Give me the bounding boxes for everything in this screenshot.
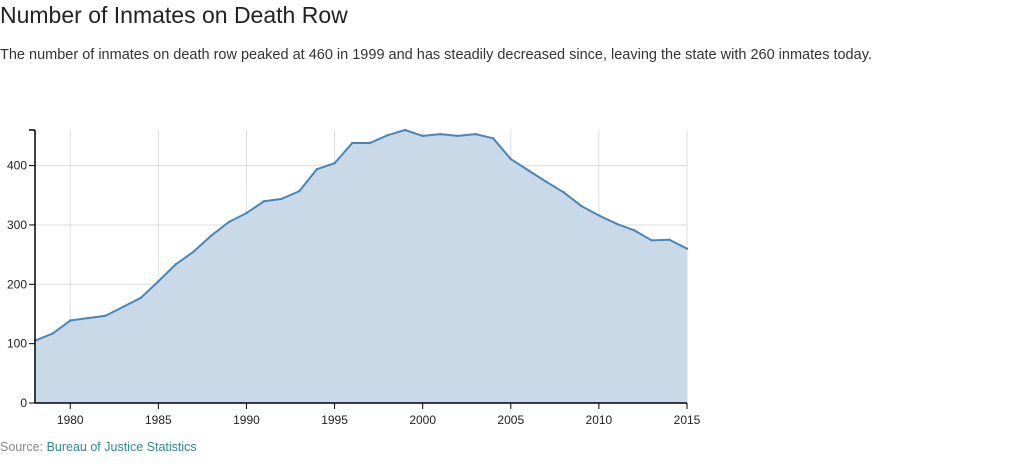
data-point bbox=[527, 169, 530, 172]
y-tick-label: 0 bbox=[20, 396, 27, 410]
y-tick-label: 300 bbox=[7, 218, 27, 232]
data-point bbox=[368, 141, 372, 145]
y-tick-label: 100 bbox=[7, 337, 27, 351]
data-point bbox=[386, 134, 389, 137]
data-point bbox=[668, 238, 671, 241]
data-point bbox=[562, 191, 565, 194]
x-tick-label: 2000 bbox=[409, 413, 436, 427]
data-point bbox=[51, 332, 54, 335]
x-tick-label: 2010 bbox=[586, 413, 613, 427]
data-point bbox=[121, 305, 125, 309]
data-point bbox=[104, 314, 107, 317]
data-point bbox=[580, 204, 583, 208]
data-point bbox=[280, 197, 283, 201]
x-tick-label: 1995 bbox=[321, 413, 348, 427]
x-tick-label: 2015 bbox=[674, 413, 701, 427]
data-point bbox=[474, 132, 477, 136]
data-point bbox=[632, 229, 636, 232]
source-note: Source: Bureau of Justice Statistics bbox=[0, 440, 197, 454]
x-tick-label: 1980 bbox=[57, 413, 84, 427]
data-point bbox=[139, 296, 142, 300]
source-label: Source: bbox=[0, 440, 44, 454]
data-point bbox=[210, 234, 213, 237]
data-point bbox=[298, 189, 301, 193]
data-area bbox=[35, 130, 687, 403]
y-tick-label: 200 bbox=[7, 277, 27, 291]
data-point bbox=[456, 134, 460, 138]
data-point bbox=[685, 247, 689, 250]
data-point bbox=[227, 220, 231, 224]
x-tick-label: 1990 bbox=[233, 413, 260, 427]
data-point bbox=[350, 141, 354, 145]
data-point bbox=[403, 128, 407, 132]
data-point bbox=[439, 132, 442, 136]
source-link[interactable]: Bureau of Justice Statistics bbox=[46, 440, 197, 454]
data-point bbox=[69, 319, 72, 322]
data-point bbox=[509, 157, 512, 161]
data-point bbox=[157, 280, 160, 283]
data-point bbox=[421, 134, 424, 138]
x-tick-label: 2005 bbox=[497, 413, 524, 427]
data-point bbox=[174, 262, 178, 266]
chart-subtitle: The number of inmates on death row peake… bbox=[0, 47, 872, 63]
data-point bbox=[544, 180, 548, 183]
data-point bbox=[86, 316, 90, 320]
data-point bbox=[192, 250, 195, 253]
data-point bbox=[597, 214, 601, 217]
data-point bbox=[245, 211, 248, 215]
data-point bbox=[315, 167, 319, 171]
y-tick-label: 400 bbox=[7, 159, 27, 173]
chart-title: Number of Inmates on Death Row bbox=[0, 2, 348, 28]
data-point bbox=[262, 200, 266, 203]
data-line bbox=[34, 129, 688, 342]
data-point bbox=[491, 137, 495, 140]
data-point bbox=[650, 239, 653, 242]
data-point bbox=[333, 162, 336, 165]
data-point bbox=[615, 222, 618, 225]
axes: 1980 1985 1990 1995 2000 2005 2010 2015 0 100 200 3… bbox=[7, 128, 701, 427]
x-tick-label: 1985 bbox=[145, 413, 172, 427]
